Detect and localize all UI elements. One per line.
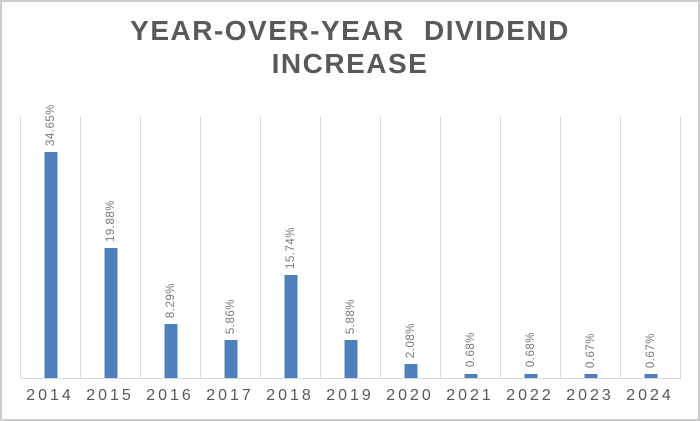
x-axis-tick-label: 2024: [626, 387, 674, 404]
bar-value-label: 15.74%: [284, 227, 297, 270]
bar: [464, 373, 477, 378]
bar-value-label: 34.65%: [44, 103, 57, 146]
category-column: 34.65%: [20, 104, 80, 378]
bar: [524, 373, 537, 378]
bar: [104, 248, 117, 378]
category-column: 5.88%: [320, 117, 380, 378]
category-column: 15.74%: [260, 117, 320, 378]
bar-value-label: 5.88%: [344, 298, 357, 334]
bar-value-label: 8.29%: [164, 282, 177, 318]
category-column: 5.86%: [200, 117, 260, 378]
x-axis-tick-label: 2015: [86, 387, 134, 404]
chart-title-line2: INCREASE: [271, 48, 429, 79]
category-column: 0.68%: [500, 117, 560, 378]
bar-value-label: 0.67%: [584, 332, 597, 368]
x-axis-tick-label: 2022: [506, 387, 554, 404]
chart-title: YEAR-OVER-YEAR DIVIDEND INCREASE: [2, 14, 698, 80]
bar: [164, 323, 177, 378]
chart-title-line1: YEAR-OVER-YEAR DIVIDEND: [130, 15, 570, 46]
category-column: 2.08%: [380, 117, 440, 378]
category-column: 0.68%: [440, 117, 500, 378]
category-column: 0.67%: [620, 117, 680, 378]
x-axis-tick-label: 2016: [146, 387, 194, 404]
category-column: 19.88%: [80, 117, 140, 378]
bar-value-label: 0.68%: [524, 332, 537, 368]
bar-value-label: 5.86%: [224, 298, 237, 334]
bar-value-label: 0.67%: [644, 332, 657, 368]
x-axis-tick-label: 2020: [386, 387, 434, 404]
x-axis-labels: 2014 2015 2016 2017 2018 2019 2020 2021 …: [20, 387, 680, 405]
bar: [224, 339, 237, 378]
bar: [404, 364, 417, 378]
bar-value-label: 2.08%: [404, 323, 417, 359]
category-column: 8.29%: [140, 117, 200, 378]
bar: [344, 339, 357, 378]
x-axis-tick-label: 2017: [206, 387, 254, 404]
bar-value-label: 19.88%: [104, 200, 117, 243]
x-axis-tick-label: 2014: [26, 387, 74, 404]
x-axis-tick-label: 2021: [446, 387, 494, 404]
bar: [644, 373, 657, 378]
category-column: 0.67%: [560, 117, 620, 378]
x-axis-tick-label: 2018: [266, 387, 314, 404]
bar: [284, 275, 297, 378]
x-axis-tick-label: 2019: [326, 387, 374, 404]
bar: [584, 373, 597, 378]
bar: [44, 151, 57, 378]
bar-value-label: 0.68%: [464, 332, 477, 368]
x-axis-tick-label: 2023: [566, 387, 614, 404]
plot-area: 34.65% 19.88% 8.29% 5.86% 15.74% 5.88% 2…: [20, 104, 681, 379]
